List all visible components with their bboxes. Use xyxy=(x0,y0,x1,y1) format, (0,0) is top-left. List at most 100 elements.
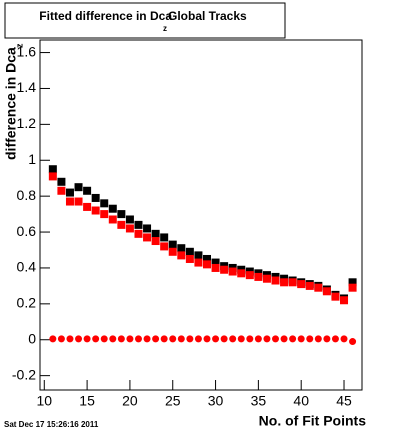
marker xyxy=(263,335,271,343)
marker xyxy=(126,335,134,343)
chart-title: Fitted difference in Dca xyxy=(39,9,172,23)
y-tick-label: 0.6 xyxy=(17,223,37,239)
marker xyxy=(186,335,194,343)
chart-title: Global Tracks xyxy=(168,9,247,23)
marker xyxy=(125,215,134,224)
y-tick-label: 1 xyxy=(28,151,36,167)
marker xyxy=(143,335,151,343)
marker xyxy=(349,338,357,346)
marker xyxy=(143,224,152,233)
marker xyxy=(49,335,57,343)
x-tick-label: 10 xyxy=(36,393,52,409)
marker xyxy=(340,335,348,343)
x-tick-label: 45 xyxy=(336,393,352,409)
marker xyxy=(74,183,83,192)
marker xyxy=(168,247,177,256)
marker xyxy=(117,220,126,229)
marker xyxy=(262,274,271,283)
marker xyxy=(272,335,280,343)
marker xyxy=(83,202,92,211)
marker xyxy=(314,283,323,292)
y-tick-label: 1.2 xyxy=(17,115,37,131)
marker xyxy=(57,186,66,195)
y-tick-label: 0.8 xyxy=(17,187,37,203)
x-tick-label: 40 xyxy=(293,393,309,409)
marker xyxy=(211,258,220,267)
marker xyxy=(211,263,220,272)
marker xyxy=(331,292,340,301)
title-box xyxy=(4,2,286,39)
marker xyxy=(74,197,83,206)
marker xyxy=(65,197,74,206)
marker xyxy=(202,260,211,269)
marker xyxy=(314,335,322,343)
y-axis-label-subscript: z xyxy=(14,43,24,48)
marker xyxy=(151,237,160,246)
marker xyxy=(134,335,142,343)
marker xyxy=(177,251,186,260)
marker xyxy=(66,335,74,343)
marker xyxy=(203,335,211,343)
marker xyxy=(169,335,177,343)
marker xyxy=(117,210,126,219)
marker xyxy=(83,335,91,343)
marker xyxy=(100,210,109,219)
y-tick-label: 0.4 xyxy=(17,259,37,275)
marker xyxy=(323,335,331,343)
chart-title-subscript: z xyxy=(163,24,167,33)
marker xyxy=(194,251,203,260)
marker xyxy=(237,335,245,343)
marker xyxy=(322,287,331,296)
marker xyxy=(331,335,339,343)
marker xyxy=(220,335,228,343)
marker xyxy=(108,215,117,224)
y-tick-label: 1.4 xyxy=(17,79,37,95)
marker xyxy=(91,206,100,215)
x-tick-label: 30 xyxy=(208,393,224,409)
marker xyxy=(160,233,169,242)
y-tick-label: 0 xyxy=(28,330,36,346)
marker xyxy=(83,186,92,195)
marker xyxy=(212,335,220,343)
plot-frame xyxy=(39,39,363,391)
marker xyxy=(100,335,108,343)
marker xyxy=(288,278,297,287)
x-tick-label: 20 xyxy=(122,393,138,409)
marker xyxy=(152,335,160,343)
marker xyxy=(194,258,203,267)
marker xyxy=(75,335,83,343)
marker xyxy=(117,335,125,343)
marker xyxy=(168,240,177,249)
marker xyxy=(280,278,289,287)
marker xyxy=(109,335,117,343)
marker xyxy=(305,281,314,290)
marker xyxy=(91,193,100,202)
marker xyxy=(289,335,297,343)
y-tick-label: 0.2 xyxy=(17,295,37,311)
y-tick-label: -0.2 xyxy=(12,366,36,382)
marker xyxy=(57,177,66,186)
marker xyxy=(57,335,65,343)
x-tick-label: 35 xyxy=(251,393,267,409)
x-tick-label: 25 xyxy=(165,393,181,409)
marker xyxy=(348,283,357,292)
marker xyxy=(202,254,211,263)
marker xyxy=(245,271,254,280)
marker xyxy=(65,188,74,197)
marker xyxy=(229,335,237,343)
marker xyxy=(271,276,280,285)
marker xyxy=(228,267,237,276)
marker xyxy=(100,199,109,208)
marker xyxy=(297,280,306,289)
marker xyxy=(160,335,168,343)
marker xyxy=(108,204,117,213)
marker xyxy=(280,335,288,343)
marker xyxy=(185,254,194,263)
marker xyxy=(254,272,263,281)
marker xyxy=(48,172,57,181)
marker xyxy=(246,335,254,343)
marker xyxy=(297,335,305,343)
x-axis-label: No. of Fit Points xyxy=(259,413,367,429)
marker xyxy=(134,220,143,229)
